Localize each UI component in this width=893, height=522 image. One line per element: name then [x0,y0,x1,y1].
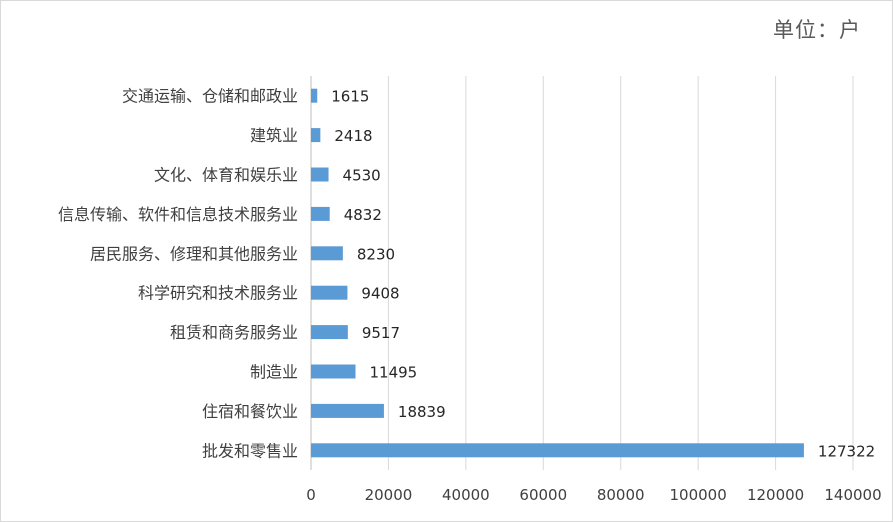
label-layer: 0 20000 40000 60000 80000 100000 120000 140000 交… [58,87,882,504]
value-label: 127322 [818,442,875,460]
category-label: 制造业 [250,363,298,382]
value-label: 9517 [362,324,400,342]
value-label: 1615 [331,88,369,106]
category-label: 科学研究和技术服务业 [138,284,298,303]
category-label: 住宿和餐饮业 [202,402,298,421]
value-label: 2418 [334,127,372,145]
bar [311,443,804,458]
x-tick-label: 20000 [365,486,413,504]
value-label: 11495 [370,364,418,382]
value-label: 4832 [344,206,382,224]
bar-layer [311,88,804,458]
category-label: 居民服务、修理和其他服务业 [90,244,298,263]
bar [311,167,329,182]
x-tick-label: 40000 [442,486,490,504]
x-tick-label: 80000 [597,486,645,504]
bar [311,88,318,103]
category-label: 批发和零售业 [202,441,298,460]
bar [311,246,343,261]
value-label: 18839 [398,403,446,421]
category-label: 交通运输、仓储和邮政业 [122,87,298,106]
value-label: 4530 [343,167,381,185]
category-label: 建筑业 [250,126,298,145]
value-label: 8230 [357,245,395,263]
unit-label: 单位：户 [773,18,861,42]
x-tick-label: 100000 [670,486,727,504]
x-tick-label: 120000 [747,486,804,504]
grid-layer [310,76,854,470]
bar [311,403,384,418]
x-tick-label: 140000 [824,486,881,504]
bar [311,128,321,143]
value-label: 9408 [361,285,399,303]
x-tick-label: 0 [306,486,316,504]
bar [311,364,356,379]
x-tick-label: 60000 [519,486,567,504]
category-label: 文化、体育和娱乐业 [154,166,298,185]
category-label: 租赁和商务服务业 [170,323,298,342]
bar [311,325,348,340]
bar [311,206,330,221]
category-label: 信息传输、软件和信息技术服务业 [58,205,298,224]
bar [311,285,348,300]
